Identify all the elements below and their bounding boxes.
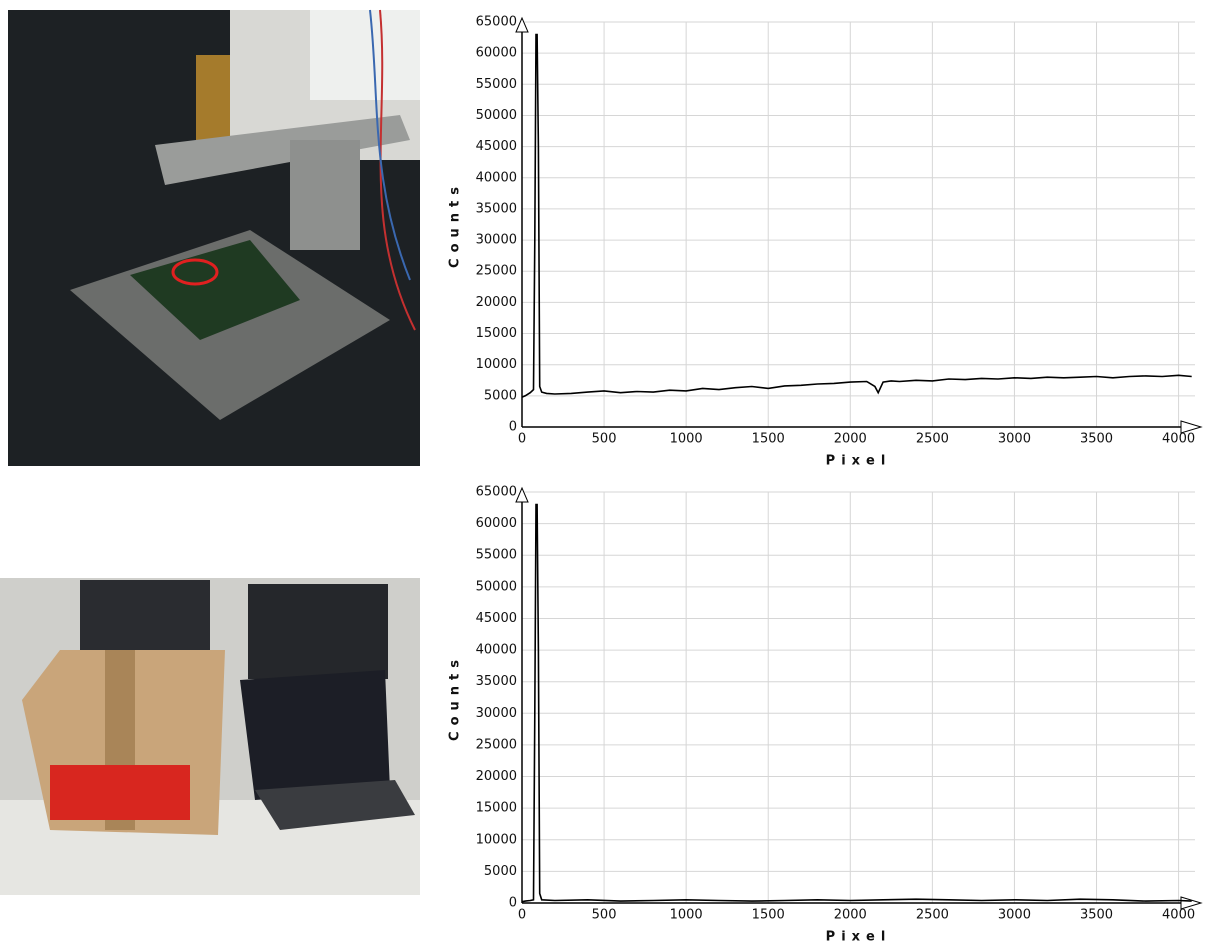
data-line	[522, 505, 1192, 902]
x-tick-label: 2500	[916, 908, 949, 923]
y-axis-arrow	[516, 488, 528, 502]
x-tick-label: 3500	[1080, 908, 1113, 923]
y-tick-label: 10000	[476, 357, 517, 372]
figure: 0500010000150002000025000300003500040000…	[0, 0, 1210, 946]
y-tick-label: 60000	[476, 46, 517, 61]
y-axis-title: Counts	[448, 181, 463, 268]
x-tick-label: 0	[518, 432, 526, 447]
y-tick-label: 30000	[476, 233, 517, 248]
y-tick-label: 0	[509, 896, 517, 911]
x-tick-label: 2500	[916, 432, 949, 447]
y-tick-label: 65000	[476, 15, 517, 30]
y-tick-label: 40000	[476, 643, 517, 658]
y-tick-label: 10000	[476, 832, 517, 847]
y-axis-arrow	[516, 18, 528, 32]
y-tick-label: 25000	[476, 264, 517, 279]
photo-box	[0, 578, 420, 895]
y-tick-label: 15000	[476, 801, 517, 816]
x-tick-label: 1500	[752, 908, 785, 923]
photo-setup	[8, 10, 420, 466]
x-tick-label: 0	[518, 908, 526, 923]
y-tick-label: 50000	[476, 108, 517, 123]
y-tick-label: 35000	[476, 201, 517, 216]
x-tick-label: 500	[592, 908, 617, 923]
y-tick-label: 55000	[476, 77, 517, 92]
y-tick-label: 65000	[476, 485, 517, 500]
y-tick-label: 60000	[476, 516, 517, 531]
x-tick-label: 500	[592, 432, 617, 447]
x-tick-label: 2000	[834, 908, 867, 923]
y-tick-label: 0	[509, 420, 517, 435]
y-tick-label: 45000	[476, 611, 517, 626]
x-tick-label: 4000	[1162, 908, 1195, 923]
x-tick-label: 3000	[998, 908, 1031, 923]
y-tick-label: 50000	[476, 579, 517, 594]
x-tick-label: 4000	[1162, 432, 1195, 447]
x-tick-label: 3500	[1080, 432, 1113, 447]
y-tick-label: 45000	[476, 139, 517, 154]
y-tick-label: 5000	[484, 864, 517, 879]
y-tick-label: 30000	[476, 706, 517, 721]
y-tick-label: 35000	[476, 674, 517, 689]
data-line	[522, 35, 1192, 398]
y-tick-label: 15000	[476, 326, 517, 341]
x-tick-label: 3000	[998, 432, 1031, 447]
x-axis-title: Pixel	[826, 930, 892, 945]
x-tick-label: 2000	[834, 432, 867, 447]
y-tick-label: 5000	[484, 388, 517, 403]
x-tick-label: 1000	[670, 432, 703, 447]
y-tick-label: 20000	[476, 769, 517, 784]
x-tick-label: 1500	[752, 432, 785, 447]
y-tick-label: 40000	[476, 170, 517, 185]
y-tick-label: 25000	[476, 737, 517, 752]
y-tick-label: 20000	[476, 295, 517, 310]
y-axis-title: Counts	[448, 654, 463, 741]
y-tick-label: 55000	[476, 548, 517, 563]
x-tick-label: 1000	[670, 908, 703, 923]
x-axis-title: Pixel	[826, 454, 892, 469]
